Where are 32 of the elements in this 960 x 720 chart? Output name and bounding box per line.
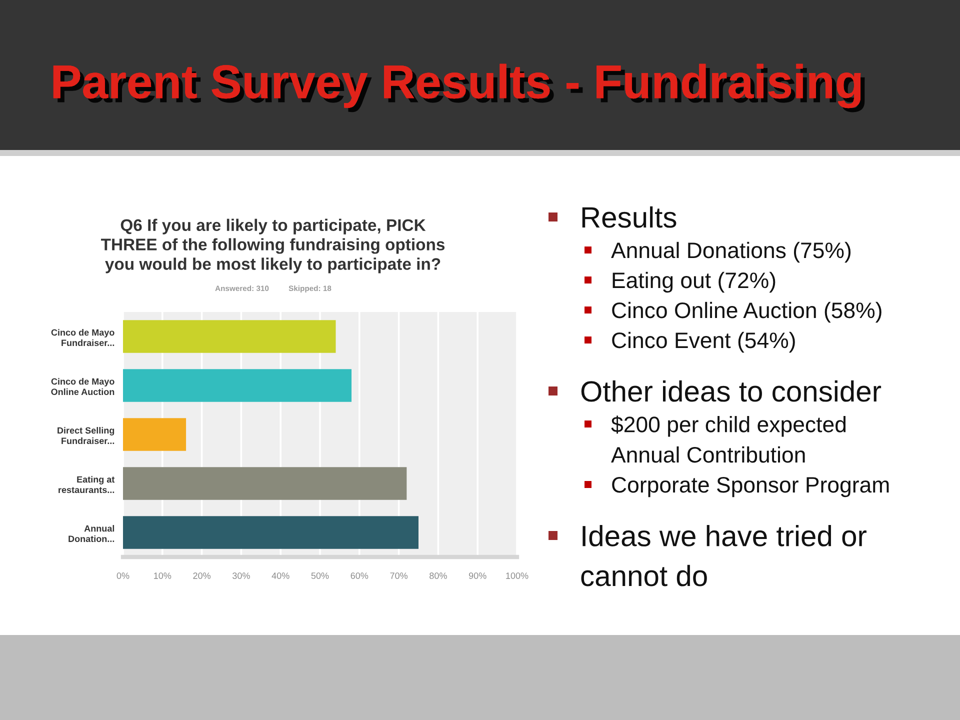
x-tick-label: 10% bbox=[154, 572, 172, 579]
x-tick-label: 30% bbox=[232, 572, 250, 579]
x-tick-label: 50% bbox=[311, 572, 329, 579]
bar bbox=[123, 369, 352, 402]
x-tick-label: 20% bbox=[193, 572, 211, 579]
y-tick-label: Direct Selling Fundraiser... bbox=[58, 427, 114, 444]
bar bbox=[123, 320, 336, 353]
bar bbox=[123, 418, 186, 451]
text: Cinco Online Auction (58%) bbox=[612, 302, 882, 323]
bar bbox=[123, 467, 407, 500]
text: Annual Donations (75%) bbox=[611, 242, 851, 263]
x-tick-label: 100% bbox=[506, 572, 528, 579]
x-tick-label: 90% bbox=[468, 572, 486, 579]
text: Eating out (72%) bbox=[612, 272, 776, 293]
x-tick-label: 0% bbox=[116, 572, 130, 579]
text: Ideas we have tried or cannot do bbox=[581, 524, 866, 586]
y-tick-label: Annual Donation... bbox=[68, 525, 114, 542]
y-tick-label: Cinco de Mayo Fundraiser... bbox=[51, 329, 114, 346]
text: $200 per child expected Annual Contribution bbox=[611, 416, 846, 463]
text: Corporate Sponsor Program bbox=[612, 476, 889, 498]
y-tick-label: Eating at restaurants... bbox=[58, 476, 115, 494]
text: Results bbox=[582, 206, 676, 228]
x-tick-label: 40% bbox=[272, 572, 290, 579]
text: Other ideas to consider bbox=[581, 380, 882, 402]
x-tick-label: 70% bbox=[390, 572, 408, 579]
x-tick-label: 80% bbox=[430, 572, 447, 579]
bar bbox=[123, 516, 418, 549]
text: Cinco Event (54%) bbox=[612, 332, 795, 353]
chart-subtitle: Q6 If you are likely to participate, PICK THREE of the following fundraising options you would be most likely to participate in? bbox=[100, 218, 445, 274]
chart-title: Parent Survey Results - Fundraising bbox=[53, 64, 865, 112]
y-tick-label: Cinco de Mayo Online Auction bbox=[51, 378, 114, 396]
x-tick-label: 60% bbox=[350, 572, 368, 579]
